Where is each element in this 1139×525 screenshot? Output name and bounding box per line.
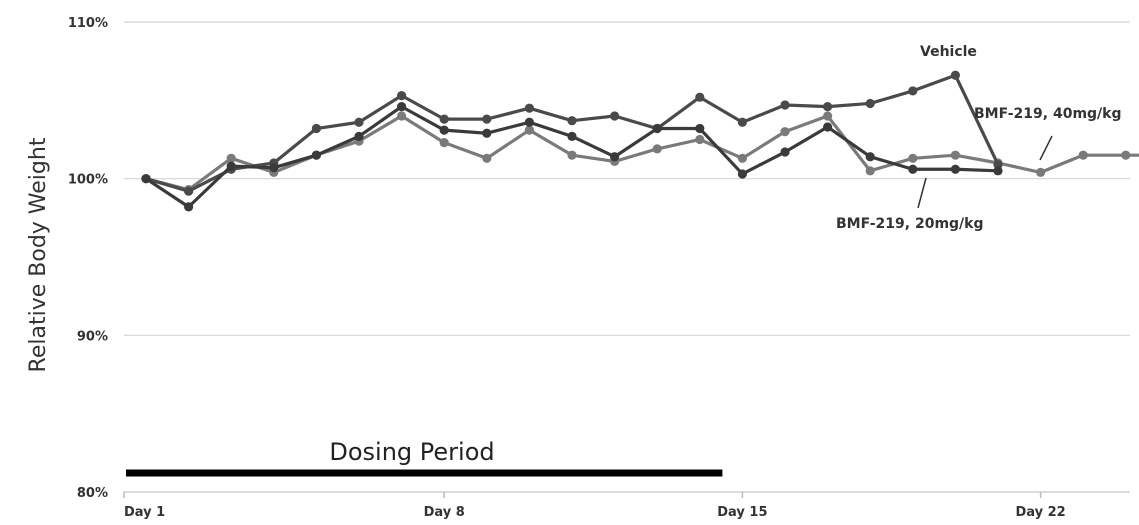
data-point	[439, 138, 449, 148]
data-point	[993, 166, 1003, 176]
data-point	[908, 153, 918, 163]
data-point	[908, 86, 918, 96]
data-point	[269, 163, 279, 173]
annotation-layer: Vehicle BMF-219, 40mg/kg BMF-219, 20mg/k…	[126, 44, 1122, 477]
data-point	[567, 131, 577, 141]
data-point	[482, 128, 492, 138]
data-point	[950, 150, 961, 160]
y-tick-label: 100%	[68, 173, 108, 188]
data-point	[823, 111, 833, 121]
y-tick-labels: 110% 100% 90% 80%	[68, 16, 108, 501]
data-point	[737, 117, 748, 127]
data-point	[950, 70, 961, 80]
x-tick-labels: Day 1 Day 8 Day 15 Day 22	[123, 492, 1066, 520]
data-point	[184, 202, 194, 212]
data-point	[695, 92, 705, 102]
data-point	[482, 114, 492, 124]
data-point	[780, 147, 790, 157]
data-point	[695, 134, 705, 145]
data-point	[908, 164, 918, 174]
data-point	[865, 166, 875, 176]
data-point	[652, 144, 662, 154]
y-axis-label: Relative Body Weight	[26, 137, 51, 372]
data-point	[737, 153, 748, 163]
series-label-vehicle: Vehicle	[920, 44, 977, 60]
x-tick-label: Day 22	[1015, 505, 1065, 520]
data-point	[354, 131, 364, 141]
x-tick-label: Day 15	[717, 505, 767, 520]
data-point	[439, 114, 449, 124]
data-point	[524, 103, 535, 113]
data-point	[1078, 150, 1088, 160]
data-point	[1036, 167, 1046, 177]
data-point	[823, 102, 833, 112]
data-point	[524, 117, 535, 127]
data-point	[780, 127, 790, 137]
y-tick-label: 110%	[68, 16, 108, 31]
data-point	[482, 153, 492, 163]
data-point	[184, 186, 194, 196]
series-label-40mg: BMF-219, 40mg/kg	[974, 106, 1122, 122]
data-point	[823, 122, 833, 132]
data-point	[397, 102, 407, 112]
label-leader-20mg	[917, 177, 927, 209]
data-point	[567, 116, 577, 126]
data-point	[226, 161, 236, 171]
y-tick-label: 80%	[77, 486, 108, 501]
grid-lines	[124, 21, 1130, 493]
dosing-period-label: Dosing Period	[329, 438, 494, 466]
data-point	[865, 152, 875, 162]
data-point	[865, 98, 875, 109]
data-point	[610, 111, 620, 121]
data-point	[439, 125, 449, 135]
data-point	[737, 169, 748, 179]
label-leader-40mg	[1039, 135, 1053, 161]
data-point	[397, 91, 407, 101]
x-tick-label: Day 8	[424, 505, 465, 520]
data-point	[226, 153, 236, 163]
data-point	[141, 174, 151, 184]
data-point	[311, 150, 321, 160]
data-point	[524, 125, 535, 135]
data-point	[610, 152, 620, 162]
x-tick-label: Day 1	[124, 505, 165, 520]
data-point	[950, 164, 961, 174]
data-point	[397, 111, 407, 121]
data-point	[567, 150, 577, 160]
series-2	[141, 102, 1003, 212]
data-point	[311, 123, 321, 134]
data-point	[695, 123, 705, 134]
data-point	[652, 123, 662, 134]
series-layer	[141, 70, 1139, 212]
series-label-20mg: BMF-219, 20mg/kg	[836, 216, 984, 232]
y-tick-label: 90%	[77, 329, 108, 344]
data-point	[1121, 150, 1131, 160]
data-point	[780, 100, 790, 110]
data-point	[354, 117, 364, 127]
